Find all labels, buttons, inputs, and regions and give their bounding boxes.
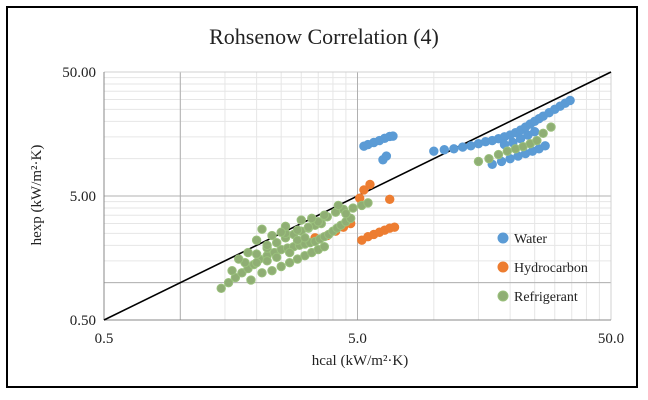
data-point	[540, 141, 550, 151]
data-point	[388, 131, 398, 141]
legend-marker-water	[497, 232, 509, 244]
y-tick-label: 50.00	[62, 65, 96, 81]
y-axis-label: hexp (kW/m²·K)	[29, 145, 45, 246]
data-point	[473, 156, 484, 167]
data-point	[251, 249, 262, 259]
data-point	[271, 238, 282, 248]
data-point	[292, 225, 303, 235]
data-point	[319, 210, 330, 220]
data-point	[284, 247, 295, 258]
data-point	[333, 200, 344, 211]
x-tick-label: 5.0	[348, 331, 367, 347]
data-point	[449, 144, 459, 154]
x-axis-label: hcal (kW/m²·K)	[312, 353, 409, 369]
data-point	[510, 144, 521, 154]
data-point	[348, 203, 358, 213]
data-point	[227, 265, 237, 276]
data-point	[341, 208, 351, 219]
data-point	[466, 141, 476, 151]
data-point	[251, 235, 262, 245]
data-point	[359, 185, 369, 195]
x-tick-label: 0.5	[95, 331, 114, 347]
data-point	[267, 230, 277, 241]
data-point	[223, 277, 234, 288]
data-point	[300, 233, 310, 243]
scatter-chart: Rohsenow Correlation (4) 0.5 5.0 50.0 0.50 5…	[29, 24, 624, 369]
data-point	[457, 142, 468, 152]
y-tick-label: 5.00	[70, 189, 96, 205]
data-point	[385, 194, 395, 205]
data-point	[319, 242, 330, 252]
data-point	[267, 265, 277, 276]
legend-label-water: Water	[514, 232, 547, 247]
data-point	[257, 224, 267, 234]
data-point	[271, 252, 282, 263]
data-point	[303, 222, 314, 232]
legend-label-hydrocarbon: Hydrocarbon	[514, 261, 588, 276]
data-point	[307, 213, 317, 224]
data-point	[389, 222, 400, 232]
data-point	[251, 257, 262, 268]
data-point	[493, 149, 504, 160]
data-point	[546, 122, 556, 132]
data-point	[243, 247, 253, 258]
legend-label-refrigerant: Refrigerant	[514, 290, 578, 305]
data-point	[529, 127, 540, 137]
data-point	[246, 275, 256, 285]
x-tick-label: 50.0	[598, 331, 624, 347]
data-point	[365, 179, 375, 190]
chart-title: Rohsenow Correlation (4)	[209, 24, 439, 49]
legend: Water Hydrocarbon Refrigerant	[497, 232, 588, 305]
data-point	[538, 128, 548, 139]
legend-marker-hydrocarbon	[497, 261, 509, 273]
legend-marker-refrigerant	[497, 290, 509, 302]
series-refrigerant	[216, 122, 556, 294]
data-point	[439, 145, 450, 155]
tick-labels: 0.5 5.0 50.0 0.50 5.00 50.00	[62, 65, 624, 347]
data-point	[565, 95, 575, 106]
data-point	[284, 257, 295, 268]
data-point	[429, 146, 439, 156]
y-tick-label: 0.50	[70, 313, 96, 329]
data-point	[276, 227, 286, 237]
data-points	[216, 95, 575, 294]
data-point	[234, 254, 244, 264]
data-point	[381, 151, 392, 161]
data-point	[532, 135, 542, 146]
data-point	[276, 261, 286, 272]
data-point	[216, 283, 226, 294]
chart-frame: Rohsenow Correlation (4) 0.5 5.0 50.0 0.50 5…	[6, 6, 638, 388]
data-point	[296, 215, 306, 225]
data-point	[262, 240, 272, 251]
data-point	[257, 268, 267, 278]
data-point	[262, 256, 272, 266]
data-point	[502, 146, 513, 156]
data-point	[484, 153, 494, 164]
data-point	[363, 198, 373, 208]
axes	[103, 72, 611, 321]
